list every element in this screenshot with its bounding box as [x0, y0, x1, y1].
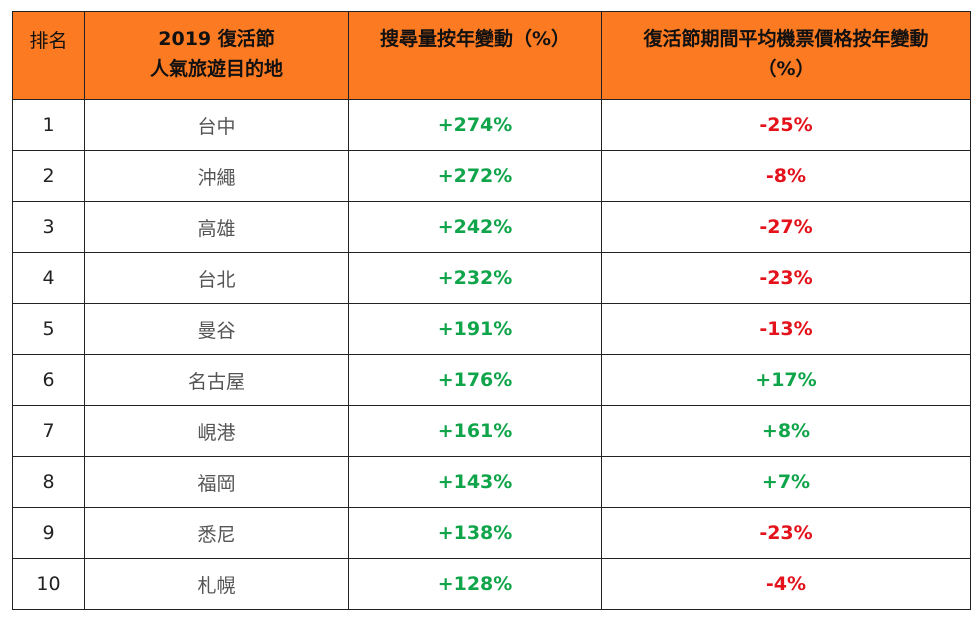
- destination-cell: 沖繩: [84, 150, 349, 202]
- table-header: 排名 2019 復活節 人氣旅遊目的地 搜尋量按年變動（%） 復活節期間平均機票…: [12, 11, 971, 100]
- price-change-cell: +7%: [601, 456, 971, 508]
- header-price-change-line2: （%）: [757, 58, 815, 80]
- price-change-cell: -4%: [601, 558, 971, 610]
- price-change-cell: +17%: [601, 354, 971, 406]
- table-row: 2 沖繩 +272% -8%: [12, 150, 971, 202]
- search-change-cell: +176%: [348, 354, 602, 406]
- search-change-cell: +191%: [348, 303, 602, 355]
- rank-cell: 4: [12, 252, 85, 304]
- rank-cell: 5: [12, 303, 85, 355]
- search-change-cell: +232%: [348, 252, 602, 304]
- price-change-cell: -8%: [601, 150, 971, 202]
- header-destination-line1: 2019 復活節: [158, 28, 275, 50]
- search-change-cell: +128%: [348, 558, 602, 610]
- header-price-change: 復活節期間平均機票價格按年變動 （%）: [601, 11, 971, 100]
- ranking-table-container: 排名 2019 復活節 人氣旅遊目的地 搜尋量按年變動（%） 復活節期間平均機票…: [12, 11, 971, 610]
- header-price-change-line1: 復活節期間平均機票價格按年變動: [643, 28, 929, 50]
- rank-cell: 9: [12, 507, 85, 559]
- rank-cell: 7: [12, 405, 85, 457]
- destination-cell: 台北: [84, 252, 349, 304]
- header-row: 排名 2019 復活節 人氣旅遊目的地 搜尋量按年變動（%） 復活節期間平均機票…: [12, 11, 971, 100]
- destination-cell: 峴港: [84, 405, 349, 457]
- table-row: 4 台北 +232% -23%: [12, 252, 971, 304]
- search-change-cell: +272%: [348, 150, 602, 202]
- destination-cell: 高雄: [84, 201, 349, 253]
- table-row: 3 高雄 +242% -27%: [12, 201, 971, 253]
- table-row: 1 台中 +274% -25%: [12, 99, 971, 151]
- table-row: 5 曼谷 +191% -13%: [12, 303, 971, 355]
- price-change-cell: -13%: [601, 303, 971, 355]
- destination-cell: 悉尼: [84, 507, 349, 559]
- destination-cell: 札幌: [84, 558, 349, 610]
- price-change-cell: -23%: [601, 252, 971, 304]
- table-row: 8 福岡 +143% +7%: [12, 456, 971, 508]
- table-row: 9 悉尼 +138% -23%: [12, 507, 971, 559]
- table-row: 6 名古屋 +176% +17%: [12, 354, 971, 406]
- search-change-cell: +143%: [348, 456, 602, 508]
- rank-cell: 3: [12, 201, 85, 253]
- rank-cell: 10: [12, 558, 85, 610]
- rank-cell: 2: [12, 150, 85, 202]
- easter-destinations-table: 排名 2019 復活節 人氣旅遊目的地 搜尋量按年變動（%） 復活節期間平均機票…: [12, 11, 971, 610]
- destination-cell: 名古屋: [84, 354, 349, 406]
- rank-cell: 1: [12, 99, 85, 151]
- table-body: 1 台中 +274% -25% 2 沖繩 +272% -8% 3 高雄 +242…: [12, 99, 971, 610]
- destination-cell: 曼谷: [84, 303, 349, 355]
- price-change-cell: -25%: [601, 99, 971, 151]
- price-change-cell: -27%: [601, 201, 971, 253]
- header-rank: 排名: [12, 11, 85, 100]
- destination-cell: 福岡: [84, 456, 349, 508]
- rank-cell: 6: [12, 354, 85, 406]
- rank-cell: 8: [12, 456, 85, 508]
- table-row: 7 峴港 +161% +8%: [12, 405, 971, 457]
- search-change-cell: +138%: [348, 507, 602, 559]
- price-change-cell: +8%: [601, 405, 971, 457]
- search-change-cell: +274%: [348, 99, 602, 151]
- header-search-change: 搜尋量按年變動（%）: [348, 11, 602, 100]
- header-destination: 2019 復活節 人氣旅遊目的地: [84, 11, 349, 100]
- price-change-cell: -23%: [601, 507, 971, 559]
- search-change-cell: +161%: [348, 405, 602, 457]
- destination-cell: 台中: [84, 99, 349, 151]
- search-change-cell: +242%: [348, 201, 602, 253]
- table-row: 10 札幌 +128% -4%: [12, 558, 971, 610]
- header-destination-line2: 人氣旅遊目的地: [149, 58, 283, 80]
